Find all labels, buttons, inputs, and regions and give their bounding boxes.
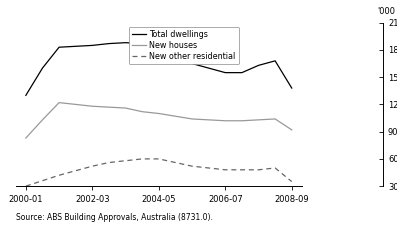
- Total dwellings: [289, 87, 294, 89]
- Total dwellings: [190, 62, 195, 65]
- Total dwellings: [23, 94, 28, 97]
- Total dwellings: [106, 42, 111, 45]
- Line: Total dwellings: Total dwellings: [26, 43, 292, 95]
- New houses: [190, 118, 195, 120]
- New houses: [273, 118, 278, 120]
- New other residential: [256, 168, 261, 171]
- Total dwellings: [73, 45, 78, 48]
- New houses: [206, 118, 211, 121]
- Text: '000: '000: [377, 7, 395, 16]
- Total dwellings: [140, 42, 145, 45]
- New houses: [23, 137, 28, 139]
- Total dwellings: [57, 46, 62, 49]
- Total dwellings: [40, 67, 45, 69]
- New other residential: [73, 169, 78, 172]
- New other residential: [90, 165, 95, 168]
- New houses: [156, 112, 161, 115]
- Line: New other residential: New other residential: [26, 159, 292, 186]
- New other residential: [239, 168, 244, 171]
- Total dwellings: [223, 71, 227, 74]
- New other residential: [173, 161, 178, 164]
- New houses: [106, 106, 111, 109]
- Total dwellings: [173, 53, 178, 56]
- New other residential: [273, 167, 278, 169]
- Total dwellings: [90, 44, 95, 47]
- Text: Source: ABS Building Approvals, Australia (8731.0).: Source: ABS Building Approvals, Australi…: [16, 213, 213, 222]
- New houses: [57, 101, 62, 104]
- New houses: [289, 128, 294, 131]
- Total dwellings: [156, 44, 161, 47]
- New other residential: [223, 168, 227, 171]
- Total dwellings: [123, 41, 128, 44]
- New houses: [40, 118, 45, 121]
- New other residential: [40, 179, 45, 182]
- New other residential: [190, 165, 195, 168]
- Line: New houses: New houses: [26, 103, 292, 138]
- New houses: [140, 110, 145, 113]
- Total dwellings: [273, 59, 278, 62]
- New other residential: [57, 174, 62, 177]
- New houses: [173, 115, 178, 118]
- New other residential: [106, 161, 111, 164]
- New houses: [256, 118, 261, 121]
- New houses: [73, 103, 78, 106]
- New other residential: [123, 159, 128, 162]
- Legend: Total dwellings, New houses, New other residential: Total dwellings, New houses, New other r…: [129, 27, 239, 64]
- New houses: [239, 119, 244, 122]
- New other residential: [140, 158, 145, 160]
- Total dwellings: [206, 67, 211, 69]
- New other residential: [206, 167, 211, 169]
- New other residential: [289, 180, 294, 183]
- Total dwellings: [239, 71, 244, 74]
- New houses: [90, 105, 95, 108]
- New other residential: [23, 185, 28, 188]
- New houses: [123, 107, 128, 109]
- New other residential: [156, 158, 161, 160]
- Total dwellings: [256, 64, 261, 67]
- New houses: [223, 119, 227, 122]
